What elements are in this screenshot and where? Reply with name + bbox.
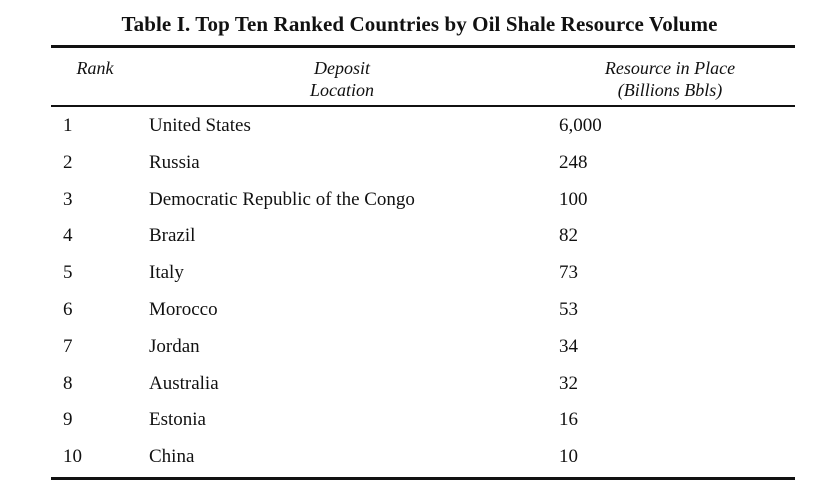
country-cell: China xyxy=(149,446,195,468)
table-row: 6 Morocco 53 xyxy=(0,293,839,330)
table-body: 1 United States 6,000 2 Russia 248 3 Dem… xyxy=(0,109,839,477)
rank-cell: 6 xyxy=(63,298,73,320)
volume-cell: 73 xyxy=(559,262,578,284)
table-row: 5 Italy 73 xyxy=(0,256,839,293)
rank-cell: 10 xyxy=(63,446,82,468)
header-location: Deposit Location xyxy=(262,57,422,101)
country-cell: Morocco xyxy=(149,298,218,320)
volume-cell: 16 xyxy=(559,409,578,431)
table-row: 9 Estonia 16 xyxy=(0,403,839,440)
volume-cell: 10 xyxy=(559,446,578,468)
volume-cell: 34 xyxy=(559,335,578,357)
country-cell: Russia xyxy=(149,151,200,173)
table-row: 1 United States 6,000 xyxy=(0,109,839,146)
rank-cell: 1 xyxy=(63,115,73,136)
country-cell: Democratic Republic of the Congo xyxy=(149,188,415,210)
rank-cell: 7 xyxy=(63,335,73,357)
header-resource-line1: Resource in Place xyxy=(604,58,736,78)
rank-cell: 8 xyxy=(63,372,73,394)
table-row: 8 Australia 32 xyxy=(0,367,839,404)
bottom-rule xyxy=(51,477,795,480)
volume-cell: 32 xyxy=(559,372,578,394)
header-rule xyxy=(51,105,795,107)
header-resource: Resource in Place (Billions Bbls) xyxy=(560,57,780,101)
volume-cell: 53 xyxy=(559,298,578,320)
header-resource-line2: (Billions Bbls) xyxy=(617,80,723,100)
rank-cell: 4 xyxy=(63,225,73,247)
volume-cell: 248 xyxy=(559,151,588,173)
top-rule xyxy=(51,45,795,48)
rank-cell: 5 xyxy=(63,262,73,284)
table-row: 4 Brazil 82 xyxy=(0,219,839,256)
table-row: 3 Democratic Republic of the Congo 100 xyxy=(0,183,839,220)
country-cell: Estonia xyxy=(149,409,206,431)
table-title: Table I. Top Ten Ranked Countries by Oil… xyxy=(121,12,718,36)
volume-cell: 82 xyxy=(559,225,578,247)
country-cell: Italy xyxy=(149,262,184,284)
header-location-line2: Location xyxy=(309,80,374,100)
volume-cell: 6,000 xyxy=(559,115,602,136)
table-row: 10 China 10 xyxy=(0,440,839,477)
country-cell: Brazil xyxy=(149,225,196,247)
country-cell: Jordan xyxy=(149,335,200,357)
table-row: 7 Jordan 34 xyxy=(0,330,839,367)
rank-cell: 3 xyxy=(63,188,73,210)
rank-cell: 2 xyxy=(63,151,73,173)
volume-cell: 100 xyxy=(559,188,588,210)
header-rank: Rank xyxy=(60,57,130,79)
table-row: 2 Russia 248 xyxy=(0,146,839,183)
header-location-line1: Deposit xyxy=(314,58,370,78)
country-cell: United States xyxy=(149,115,251,136)
header-rank-label: Rank xyxy=(76,58,114,78)
rank-cell: 9 xyxy=(63,409,73,431)
country-cell: Australia xyxy=(149,372,219,394)
